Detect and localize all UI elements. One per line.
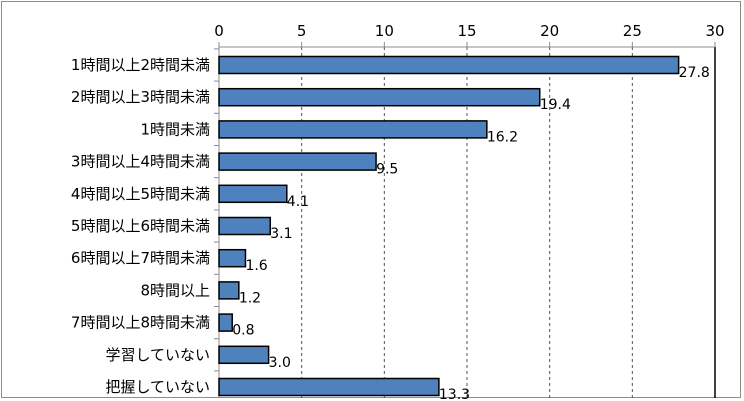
bar: [218, 87, 541, 107]
category-label: 8時間以上: [140, 281, 210, 299]
bar: [218, 377, 440, 397]
gridlines: [301, 47, 716, 398]
data-label: 27.8: [679, 65, 710, 81]
data-label: 9.5: [376, 162, 398, 178]
category-label: 6時間以上7時間未満: [71, 249, 210, 267]
data-label: 3.1: [270, 226, 292, 242]
x-axis-tick-labels: 0 5 10 15 20 25 30: [214, 22, 724, 40]
category-label: 1時間未満: [140, 120, 210, 138]
x-tick-label: 20: [540, 22, 559, 40]
bar: [218, 120, 488, 139]
data-label: 19.4: [540, 97, 571, 113]
category-label: 7時間以上8時間未満: [71, 314, 210, 332]
category-label: 4時間以上5時間未満: [71, 185, 210, 203]
bar: [218, 55, 680, 75]
x-tick-label: 30: [705, 22, 724, 40]
data-label: 16.2: [487, 129, 518, 145]
data-label: 1.6: [245, 258, 267, 274]
category-label: 3時間以上4時間未満: [71, 153, 210, 171]
x-tick-label: 5: [297, 22, 307, 40]
data-label: 3.0: [269, 355, 291, 371]
category-labels: 1時間以上2時間未満 2時間以上3時間未満 1時間未満 3時間以上4時間未満 4時間以上…: [71, 56, 210, 396]
category-label: 把握していない: [105, 378, 210, 396]
bar: [218, 152, 377, 171]
category-label: 5時間以上6時間未満: [71, 217, 210, 235]
x-tick-label: 0: [214, 22, 224, 40]
bar: [218, 313, 233, 332]
data-label: 0.8: [232, 323, 254, 339]
data-labels: 27.8 19.4 16.2 9.5 4.1 3.11.6 1.2 0.8 3.0 13.3: [232, 65, 710, 399]
category-label: 学習していない: [105, 346, 210, 364]
data-label: 13.3: [439, 387, 470, 399]
bar: [218, 248, 247, 268]
data-label: 4.1: [287, 194, 309, 210]
category-label: 1時間以上2時間未満: [71, 56, 210, 74]
category-label: 2時間以上3時間未満: [71, 88, 210, 106]
x-tick-label: 10: [375, 22, 394, 40]
bars: [218, 55, 680, 397]
bar: [218, 216, 272, 236]
x-tick-label: 15: [457, 22, 476, 40]
bar: [218, 281, 240, 300]
x-tick-label: 25: [623, 22, 642, 40]
data-label: 1.2: [239, 290, 261, 306]
bar: [218, 184, 288, 204]
bar: [218, 345, 270, 365]
